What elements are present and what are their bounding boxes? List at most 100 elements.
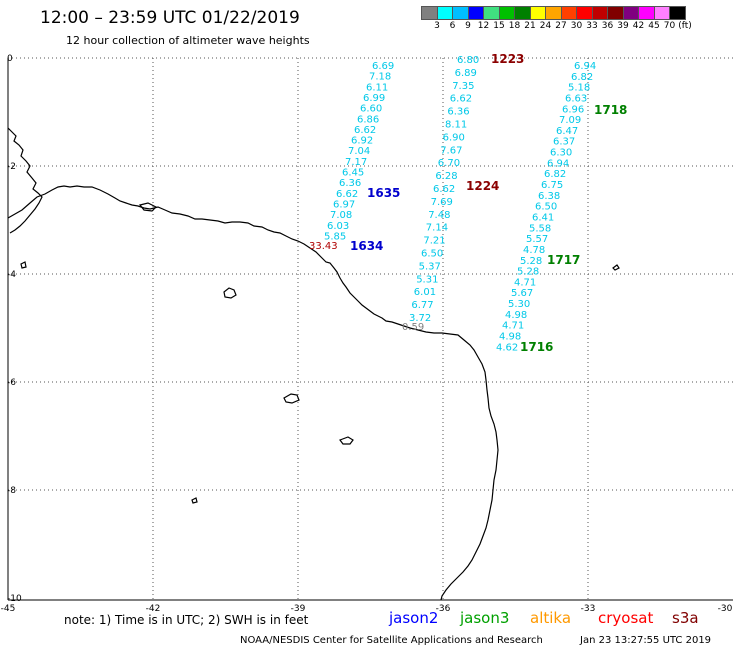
y-tick-label: -6 (7, 378, 16, 388)
wave-height-value: 7.08 (330, 210, 352, 221)
generated-date: Jan 23 13:27:55 UTC 2019 (580, 635, 712, 646)
wave-height-value: 4.98 (499, 332, 521, 343)
north-coastline (7, 127, 43, 234)
y-tick-label: -10 (7, 594, 22, 604)
wave-height-value: 6.63 (565, 93, 587, 104)
color-scale-label: 45 (648, 21, 660, 31)
footer-note: note: 1) Time is in UTC; 2) SWH is in fe… (64, 613, 309, 627)
wave-height-value: 6.60 (360, 104, 382, 115)
wave-height-value: 6.62 (433, 184, 455, 195)
color-scale-label: 36 (601, 21, 614, 31)
time-labels: 1223 1635 1224 1634 1718 1717 1716 (350, 52, 627, 354)
x-tick-label: -33 (581, 604, 596, 614)
map-subtitle: 12 hour collection of altimeter wave hei… (66, 34, 310, 47)
wave-height-value: 6.80 (457, 55, 479, 66)
pass-time-label: 1224 (466, 179, 499, 193)
x-tick-label: -45 (1, 604, 16, 614)
wave-height-value: 6.89 (455, 68, 477, 79)
color-scale-label: 3 (434, 21, 440, 31)
color-scale-label: 12 (477, 21, 490, 31)
wave-height-value: 7.67 (440, 145, 462, 156)
satellite-legend-item: cryosat (598, 609, 654, 627)
wave-height-value: 6.50 (421, 249, 443, 260)
island-e (20, 261, 27, 269)
wave-height-value: 6.82 (571, 72, 593, 83)
coastline (7, 127, 620, 601)
wave-height-value: 6.36 (447, 107, 469, 118)
color-scale-label: 18 (508, 21, 521, 31)
color-scale-label: (ft) (678, 21, 692, 31)
wave-height-value: 7.17 (345, 157, 367, 168)
y-tick-label: -8 (7, 486, 16, 496)
color-scale-label: 24 (539, 21, 552, 31)
map-grid (8, 57, 733, 600)
color-scale-label: 70 (663, 21, 676, 31)
x-tick-label: -30 (718, 604, 733, 614)
x-tick-label: -42 (146, 604, 161, 614)
wave-height-value: 6.75 (541, 180, 563, 191)
wave-height-value: 6.41 (532, 212, 554, 223)
satellite-legend-item: jason3 (460, 609, 510, 627)
wave-height-value: 6.36 (339, 178, 361, 189)
wave-height-value: 6.97 (333, 199, 355, 210)
wave-height-value: 7.35 (452, 81, 474, 92)
wave-height-value: 8.11 (445, 120, 467, 131)
pass-time-label: 1223 (491, 52, 524, 66)
wave-height-value: 6.94 (547, 158, 569, 169)
pass-time-label: 1718 (594, 103, 627, 117)
color-scale-label: 30 (570, 21, 583, 31)
color-scale-label: 6 (449, 21, 456, 31)
wave-height-value: 6.01 (414, 287, 436, 298)
wave-height-value: 6.86 (357, 114, 379, 125)
wave-height-value: 6.96 (562, 104, 584, 115)
wave-height-value: 6.77 (411, 300, 433, 311)
map-frame (7, 58, 733, 601)
wave-height-value: 7.14 (426, 223, 448, 234)
wave-height-value: 6.62 (336, 189, 358, 200)
pass-time-label: 1634 (350, 239, 383, 253)
island-g (191, 497, 198, 504)
pass-time-label: 1716 (520, 340, 553, 354)
pass-time-label: 1635 (367, 186, 400, 200)
satellite-legend-item: altika (530, 609, 572, 627)
wave-height-value: 5.28 (517, 267, 539, 278)
wave-height-value: 4.71 (502, 321, 524, 332)
satellite-legend-item: jason2 (389, 609, 439, 627)
color-scale-label: 42 (632, 21, 645, 31)
wave-height-value: 7.48 (428, 210, 450, 221)
color-scale-label: 39 (617, 21, 629, 31)
island-d (138, 202, 158, 212)
wave-height-value: 6.62 (354, 125, 376, 136)
wave-height-value: 7.04 (348, 146, 370, 157)
wave-height-value: 6.50 (535, 202, 557, 213)
color-scale-labels: 3 6 9 12 15 18 21 24 27 30 33 36 39 42 45 70 (ft) (421, 21, 740, 35)
pass-time-label: 1717 (547, 253, 580, 267)
island-a (223, 287, 237, 299)
wave-height-value: 6.82 (544, 169, 566, 180)
wave-height-value: 4.71 (514, 277, 536, 288)
wave-height-value: 6.45 (342, 168, 364, 179)
wave-height-value: 6.70 (438, 158, 460, 169)
wave-height-value: 6.47 (556, 126, 578, 137)
wave-height-value: 6.69 (372, 61, 394, 72)
wave-height-value: 6.11 (366, 82, 388, 93)
wave-height-value: 6.62 (450, 94, 472, 105)
wave-height-value: 7.21 (423, 236, 445, 247)
wave-height-value: 5.58 (529, 223, 551, 234)
wave-height-value: 4.78 (523, 245, 545, 256)
x-tick-label: -39 (291, 604, 306, 614)
wave-height-value: 6.28 (435, 171, 457, 182)
wave-height-value: 5.85 (324, 231, 346, 242)
wave-height-value: 5.28 (520, 256, 542, 267)
wave-height-value: 7.69 (431, 197, 453, 208)
axis-ticks: -45 -42 -39 -36 -33 -30 0 -2 -4 -6 -8 -10 (1, 54, 733, 614)
wave-height-value: 6.03 (327, 221, 349, 232)
y-tick-label: 0 (7, 54, 13, 64)
altimeter-tracks: 6.697.186.116.996.606.866.626.927.047.17… (324, 55, 596, 353)
color-scale-label: 21 (524, 21, 536, 31)
y-tick-label: -2 (7, 162, 16, 172)
wave-height-value: 4.98 (505, 310, 527, 321)
red-wave-value: 33.43 (309, 241, 338, 252)
color-swatch (669, 6, 686, 20)
